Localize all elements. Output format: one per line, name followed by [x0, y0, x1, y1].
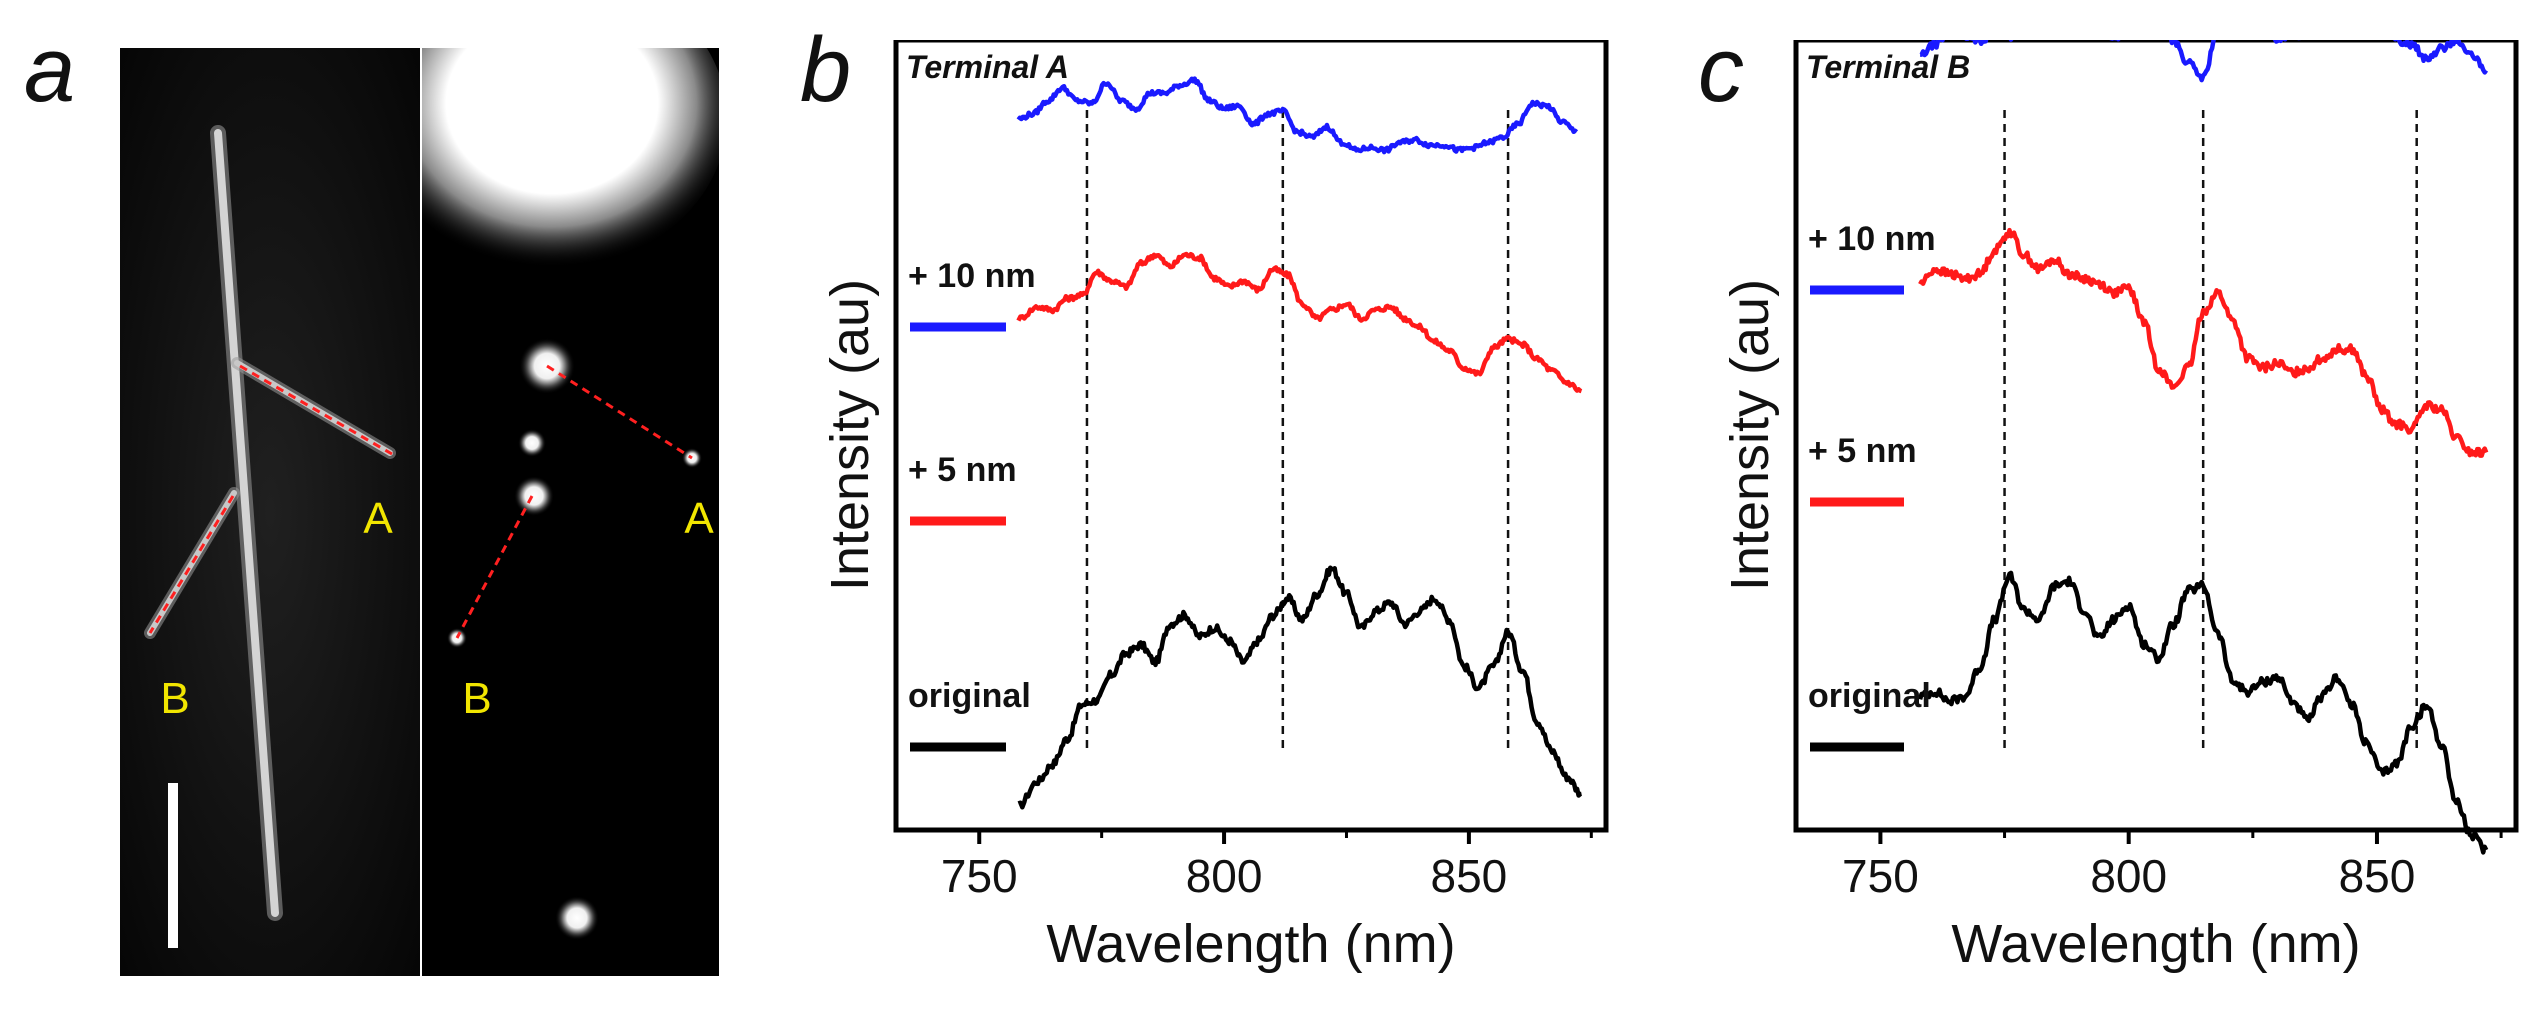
bright-emission-spot	[422, 48, 719, 268]
x-tick-label: 800	[2090, 850, 2167, 902]
label-a-right: A	[684, 494, 714, 543]
label-b-left: B	[160, 674, 189, 723]
legend-label-plus-5nm: + 5 nm	[1808, 432, 1917, 470]
series-line-plus-10nm	[1016, 76, 1579, 155]
x-tick-label: 750	[1842, 850, 1919, 902]
guide-line-b	[148, 495, 235, 634]
legend-label-plus-5nm: + 5 nm	[908, 451, 1017, 489]
series-line-plus-5nm	[1016, 251, 1583, 394]
guide-line-a-right	[546, 364, 693, 460]
emission-dot-mid	[518, 429, 546, 457]
emission-dot-bottom	[555, 896, 599, 940]
x-tick-label: 850	[1431, 850, 1508, 902]
guide-line-b-right	[455, 495, 534, 639]
series-line-original	[1017, 565, 1583, 810]
emission-image: A B	[422, 48, 719, 976]
series-line-plus-10nm	[1919, 40, 2489, 83]
emission-dot-junction-lower	[514, 476, 554, 516]
legend-label-plus-10nm: + 10 nm	[908, 257, 1036, 295]
brightfield-image: A B	[120, 48, 420, 976]
x-tick-label: 750	[941, 850, 1018, 902]
panel-letter-b: b	[800, 19, 852, 121]
y-axis-label: Intensity (au)	[820, 279, 880, 591]
chart-title: Terminal A	[906, 49, 1069, 85]
brightfield-micrograph: A B	[120, 48, 420, 976]
legend-label-original: original	[1808, 677, 1931, 715]
scale-bar	[168, 783, 178, 948]
y-axis-label: Intensity (au)	[1720, 279, 1780, 591]
emission-micrograph: A B	[422, 48, 719, 976]
legend-label-plus-10nm: + 10 nm	[1808, 220, 1936, 258]
series-line-original	[1917, 570, 2489, 855]
legend-label-original: original	[908, 677, 1031, 715]
guide-line-a	[239, 364, 393, 456]
panel-letter-a: a	[24, 19, 76, 121]
series-line-plus-5nm	[1918, 227, 2489, 458]
label-a-left: A	[363, 494, 393, 543]
x-axis-label: Wavelength (nm)	[1046, 914, 1455, 974]
plot-frame	[893, 40, 1609, 833]
chart-terminal-b: Terminal B 750 800 850 Wavelength (nm) Intens…	[1720, 40, 2519, 974]
panel-letter-c: c	[1698, 19, 1744, 121]
x-axis-label: Wavelength (nm)	[1951, 914, 2360, 974]
plot-frame	[1793, 40, 2519, 833]
x-tick-label: 800	[1186, 850, 1263, 902]
x-tick-label: 850	[2339, 850, 2416, 902]
chart-title: Terminal B	[1806, 49, 1970, 85]
chart-terminal-a: Terminal A 750 800 850 Wavelength (nm) Intens…	[820, 40, 1609, 974]
label-b-right: B	[462, 674, 491, 723]
